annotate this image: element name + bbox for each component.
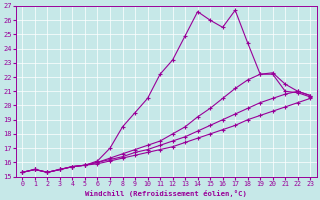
X-axis label: Windchill (Refroidissement éolien,°C): Windchill (Refroidissement éolien,°C) [85, 190, 247, 197]
